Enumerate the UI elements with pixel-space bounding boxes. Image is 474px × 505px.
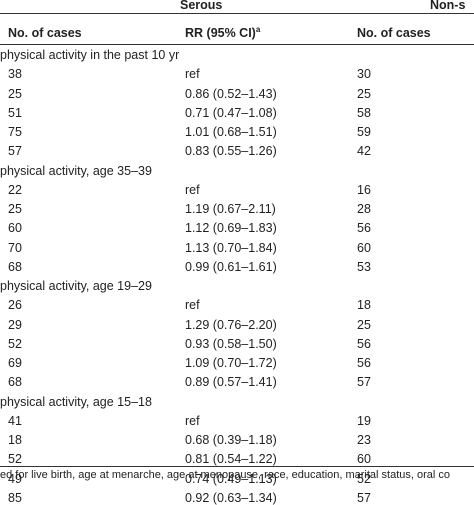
cases-cell: 57: [357, 375, 371, 390]
cases-cell: 25: [357, 86, 371, 101]
cases-cell: 70: [8, 240, 22, 255]
header-rule: [0, 13, 474, 14]
rr-cell: 0.92 (0.63–1.34): [185, 490, 277, 505]
cases-cell: 60: [8, 221, 22, 236]
cases-cell: 58: [357, 105, 371, 120]
rr-cell: 1.29 (0.76–2.20): [185, 317, 277, 332]
cases-cell: 29: [8, 317, 22, 332]
cases-cell: 26: [8, 298, 22, 313]
column-header: No. of cases: [357, 26, 431, 40]
rr-cell: ref: [185, 182, 200, 197]
rr-cell: 1.13 (0.70–1.84): [185, 240, 277, 255]
cases-cell: 18: [8, 433, 22, 447]
cases-cell: 53: [357, 259, 371, 274]
header-rule: [0, 44, 474, 45]
rr-cell: 0.86 (0.52–1.43): [185, 86, 277, 101]
footnote: ed for live birth, age at menarche, age …: [0, 469, 451, 481]
rr-cell: 0.93 (0.58–1.50): [185, 336, 277, 351]
cases-cell: 38: [8, 67, 22, 82]
cases-cell: 85: [8, 490, 22, 505]
rr-cell: 0.71 (0.47–1.08): [185, 105, 277, 120]
group-header: Non-s: [430, 0, 466, 12]
cases-cell: 56: [357, 356, 371, 370]
group-header: Serous: [180, 0, 223, 12]
rr-cell: 0.99 (0.61–1.61): [185, 259, 277, 274]
footer-rule: [0, 466, 474, 467]
column-header: No. of cases: [8, 26, 82, 40]
cases-cell: 68: [8, 375, 22, 390]
rr-cell: 1.09 (0.70–1.72): [185, 356, 277, 370]
cases-cell: 30: [357, 67, 371, 82]
cases-cell: 19: [357, 413, 371, 428]
cases-cell: 25: [8, 202, 22, 216]
cases-cell: 69: [8, 356, 22, 370]
cases-cell: 59: [357, 125, 371, 139]
cases-cell: 28: [357, 202, 371, 216]
cases-cell: 75: [8, 125, 22, 139]
cases-cell: 18: [357, 298, 371, 313]
rr-cell: 1.19 (0.67–2.11): [185, 202, 276, 216]
cases-cell: 56: [357, 336, 371, 351]
cases-cell: 60: [357, 452, 371, 467]
cases-cell: 25: [8, 86, 22, 101]
cases-cell: 52: [8, 336, 22, 351]
rr-cell: 1.12 (0.69–1.83): [185, 221, 277, 236]
cases-cell: 23: [357, 433, 371, 447]
rr-cell: ref: [185, 67, 200, 82]
column-header-text: RR (95% CI): [185, 26, 256, 40]
rr-cell: ref: [185, 413, 200, 428]
section-title: physical activity, age 35–39: [0, 163, 152, 178]
rr-cell: 1.01 (0.68–1.51): [185, 125, 277, 139]
rr-cell: ref: [185, 298, 200, 313]
cases-cell: 41: [8, 413, 22, 428]
rr-cell: 0.68 (0.39–1.18): [185, 433, 277, 447]
cases-cell: 57: [8, 144, 22, 159]
section-title: physical activity, age 15–18: [0, 394, 152, 409]
cases-cell: 51: [8, 105, 22, 120]
section-title: physical activity in the past 10 yr: [0, 48, 180, 62]
column-header: RR (95% CI)a: [185, 24, 261, 40]
cases-cell: 22: [8, 182, 22, 197]
rr-cell: 0.83 (0.55–1.26): [185, 144, 277, 159]
rr-cell: 0.89 (0.57–1.41): [185, 375, 277, 390]
rr-cell: 0.81 (0.54–1.22): [185, 452, 277, 467]
cases-cell: 68: [8, 259, 22, 274]
cases-cell: 16: [357, 182, 371, 197]
cases-cell: 57: [357, 490, 371, 505]
cases-cell: 25: [357, 317, 371, 332]
section-title: physical activity, age 19–29: [0, 279, 152, 293]
cases-cell: 56: [357, 221, 371, 236]
cases-cell: 52: [8, 452, 22, 467]
superscript: a: [255, 24, 261, 34]
cases-cell: 42: [357, 144, 371, 159]
cases-cell: 60: [357, 240, 371, 255]
